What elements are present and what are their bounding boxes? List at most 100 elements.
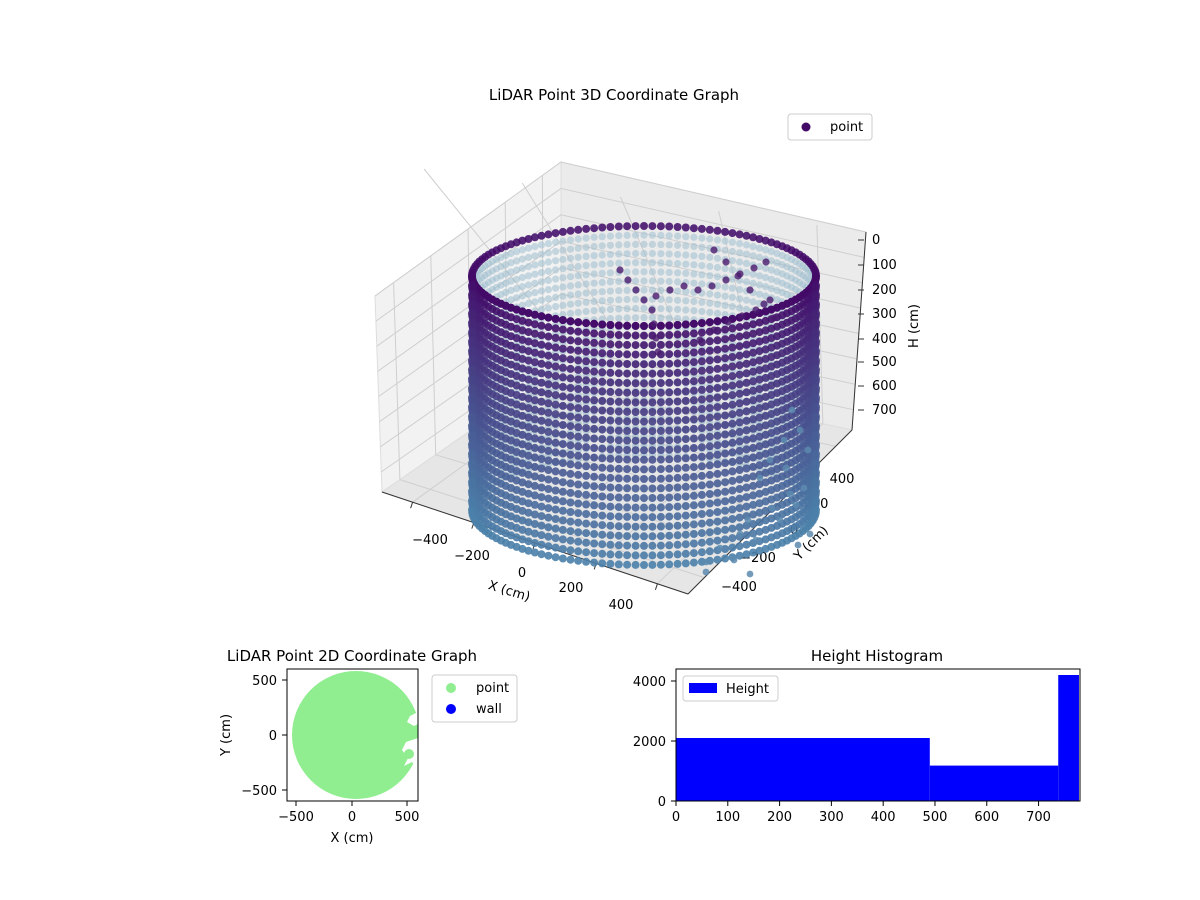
point-3d-front	[551, 314, 560, 323]
point-3d-front	[728, 543, 737, 552]
y-tick-label-3d: 400	[830, 472, 855, 487]
x-tick-label-histogram: 700	[1026, 810, 1051, 825]
point-3d-front	[566, 403, 575, 412]
point-3d-front	[524, 318, 533, 327]
point-3d-front	[623, 455, 632, 464]
point-3d-front	[735, 456, 744, 465]
point-3d-front	[574, 528, 583, 537]
point-3d-rim	[530, 233, 539, 242]
point-3d-rim	[623, 222, 632, 231]
point-3d-front	[749, 481, 758, 490]
legend-3d-label: point	[830, 120, 863, 135]
point-3d-back	[657, 231, 665, 239]
point-3d-front	[544, 361, 553, 370]
point-3d-front	[689, 319, 698, 328]
point-3d-back	[582, 289, 590, 297]
point-3d-front	[721, 373, 730, 382]
point-3d-front	[544, 513, 553, 522]
point-3d-back	[582, 271, 590, 279]
point-3d-front	[721, 392, 730, 401]
y-tick-label-histogram: 4000	[633, 675, 666, 690]
point-3d-front	[656, 398, 665, 407]
x-tick-label-3d: 200	[559, 581, 584, 596]
point-3d-front	[598, 521, 607, 530]
point-3d-back	[559, 265, 567, 273]
point-3d-front	[631, 532, 640, 541]
point-3d-front	[551, 400, 560, 409]
point-3d-front	[735, 437, 744, 446]
point-3d-front	[689, 501, 698, 510]
point-3d-front	[524, 508, 533, 517]
point-3d-front	[606, 368, 615, 377]
point-3d-front	[749, 424, 758, 433]
point-3d-front	[640, 427, 648, 436]
point-3d-front	[665, 321, 674, 330]
point-3d-front	[544, 323, 553, 332]
point-3d-front	[631, 341, 640, 350]
point-3d-front	[705, 442, 714, 451]
point-3d-back	[657, 277, 665, 285]
point-3d-front	[665, 350, 674, 359]
point-3d-rim	[606, 223, 615, 231]
point-3d-front	[673, 473, 682, 482]
point-3d-front	[614, 550, 623, 559]
point-3d-front	[728, 476, 737, 485]
point-3d-front	[665, 512, 674, 521]
point-3d-outlier	[800, 484, 808, 492]
point-3d-front	[590, 319, 599, 328]
point-3d-front	[673, 502, 682, 511]
point-3d-back	[682, 269, 690, 277]
point-3d-front	[742, 502, 751, 511]
point-3d-front	[524, 499, 533, 508]
point-3d-front	[705, 499, 714, 508]
point-3d-back	[537, 296, 546, 304]
z-tick-label-3d: 200	[872, 283, 897, 298]
point-3d-front	[544, 532, 553, 541]
point-3d-front	[590, 358, 599, 367]
point-3d-front	[705, 356, 714, 365]
point-3d-rim	[598, 223, 607, 232]
point-3d-front	[468, 309, 476, 318]
point-3d-front	[590, 501, 599, 510]
point-3d-back	[742, 241, 751, 249]
point-3d-front	[665, 407, 674, 416]
point-3d-front	[582, 433, 591, 442]
point-3d-rim	[749, 233, 758, 242]
point-3d-front	[761, 440, 770, 449]
point-3d-front	[598, 549, 607, 558]
point-3d-back	[590, 261, 598, 269]
point-3d-front	[713, 498, 722, 507]
point-3d-rim	[735, 230, 744, 239]
point-3d-back	[749, 270, 757, 278]
point-3d-front	[631, 388, 640, 397]
x-tick-label-3d: 0	[518, 566, 526, 581]
point-3d-interior	[640, 296, 648, 304]
point-3d-back	[682, 260, 690, 268]
point-3d-front	[761, 544, 770, 553]
point-3d-front	[574, 394, 583, 403]
point-3d-back	[574, 262, 582, 271]
point-3d-back	[690, 270, 698, 278]
point-3d-front	[530, 348, 539, 357]
point-3d-front	[530, 443, 539, 452]
point-3d-front	[665, 560, 674, 569]
point-3d-back	[713, 263, 722, 272]
point-3d-front	[742, 493, 751, 502]
point-3d-front	[681, 454, 690, 463]
point-3d-front	[755, 489, 764, 498]
point-3d-interior	[762, 258, 770, 266]
point-3d-front	[697, 519, 706, 528]
point-3d-back	[606, 232, 615, 240]
point-3d-front	[728, 448, 737, 457]
point-3d-back	[713, 300, 722, 308]
point-3d-back	[713, 254, 722, 262]
point-3d-front	[530, 386, 539, 395]
point-3d-front	[606, 378, 615, 387]
point-3d-back	[755, 253, 764, 261]
point-3d-front	[713, 488, 722, 497]
point-3d-front	[544, 370, 553, 379]
point-3d-front	[656, 446, 665, 454]
point-3d-front	[590, 348, 599, 357]
point-3d-back	[762, 273, 770, 282]
point-3d-front	[721, 382, 730, 391]
